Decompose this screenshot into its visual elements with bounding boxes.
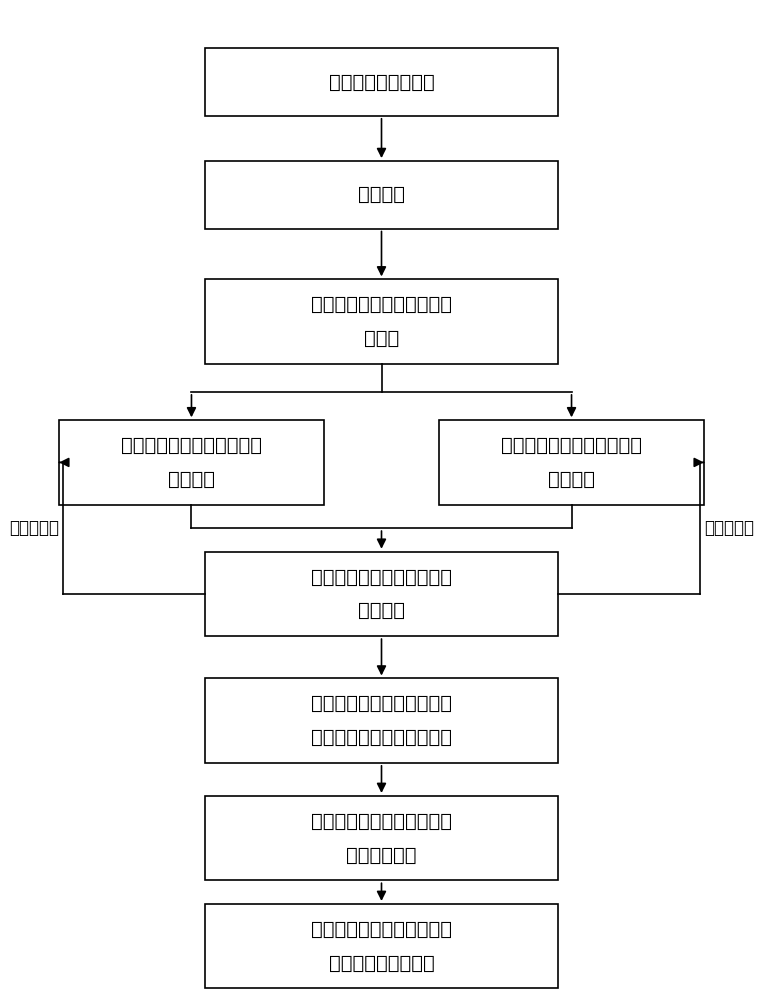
Bar	[439, 420, 704, 505]
Text: 对熔体进行成分以及杂质含: 对熔体进行成分以及杂质含	[311, 568, 452, 587]
Text: 铸锭装置，浇注镁锭: 铸锭装置，浇注镁锭	[329, 954, 434, 973]
Text: 熔化炉: 熔化炉	[364, 329, 399, 348]
Text: 保温浇铸炉内的熔体转移至: 保温浇铸炉内的熔体转移至	[311, 920, 452, 939]
Text: 除杂处理: 除杂处理	[548, 470, 595, 489]
Text: 熔化炉对废料进行熔化以及: 熔化炉对废料进行熔化以及	[501, 436, 642, 455]
Text: 内的熔体转移至保温浇铸炉: 内的熔体转移至保温浇铸炉	[311, 728, 452, 747]
Text: 经预热的废料分别投入两个: 经预热的废料分别投入两个	[311, 295, 452, 314]
Bar	[205, 552, 558, 636]
Text: 熔体所含的剩余杂质在保温: 熔体所含的剩余杂质在保温	[311, 812, 452, 831]
Text: 检测不合格: 检测不合格	[9, 519, 59, 537]
Text: 除杂处理: 除杂处理	[168, 470, 215, 489]
Text: 浇注炉内沉降: 浇注炉内沉降	[346, 846, 417, 864]
Text: 检测不合格: 检测不合格	[704, 519, 754, 537]
Bar	[205, 279, 558, 364]
Text: 预热废料: 预热废料	[358, 185, 405, 204]
Bar	[205, 904, 558, 988]
Text: 依次序将检测合格的熔化炉: 依次序将检测合格的熔化炉	[311, 694, 452, 713]
Text: 量的检测: 量的检测	[358, 601, 405, 620]
Bar	[59, 420, 324, 505]
Text: 选取镁及镁合金废料: 选取镁及镁合金废料	[329, 73, 434, 92]
Text: 熔化炉对废料进行熔化以及: 熔化炉对废料进行熔化以及	[121, 436, 262, 455]
Bar	[205, 48, 558, 116]
Bar	[205, 678, 558, 763]
Bar	[205, 161, 558, 229]
Bar	[205, 796, 558, 880]
